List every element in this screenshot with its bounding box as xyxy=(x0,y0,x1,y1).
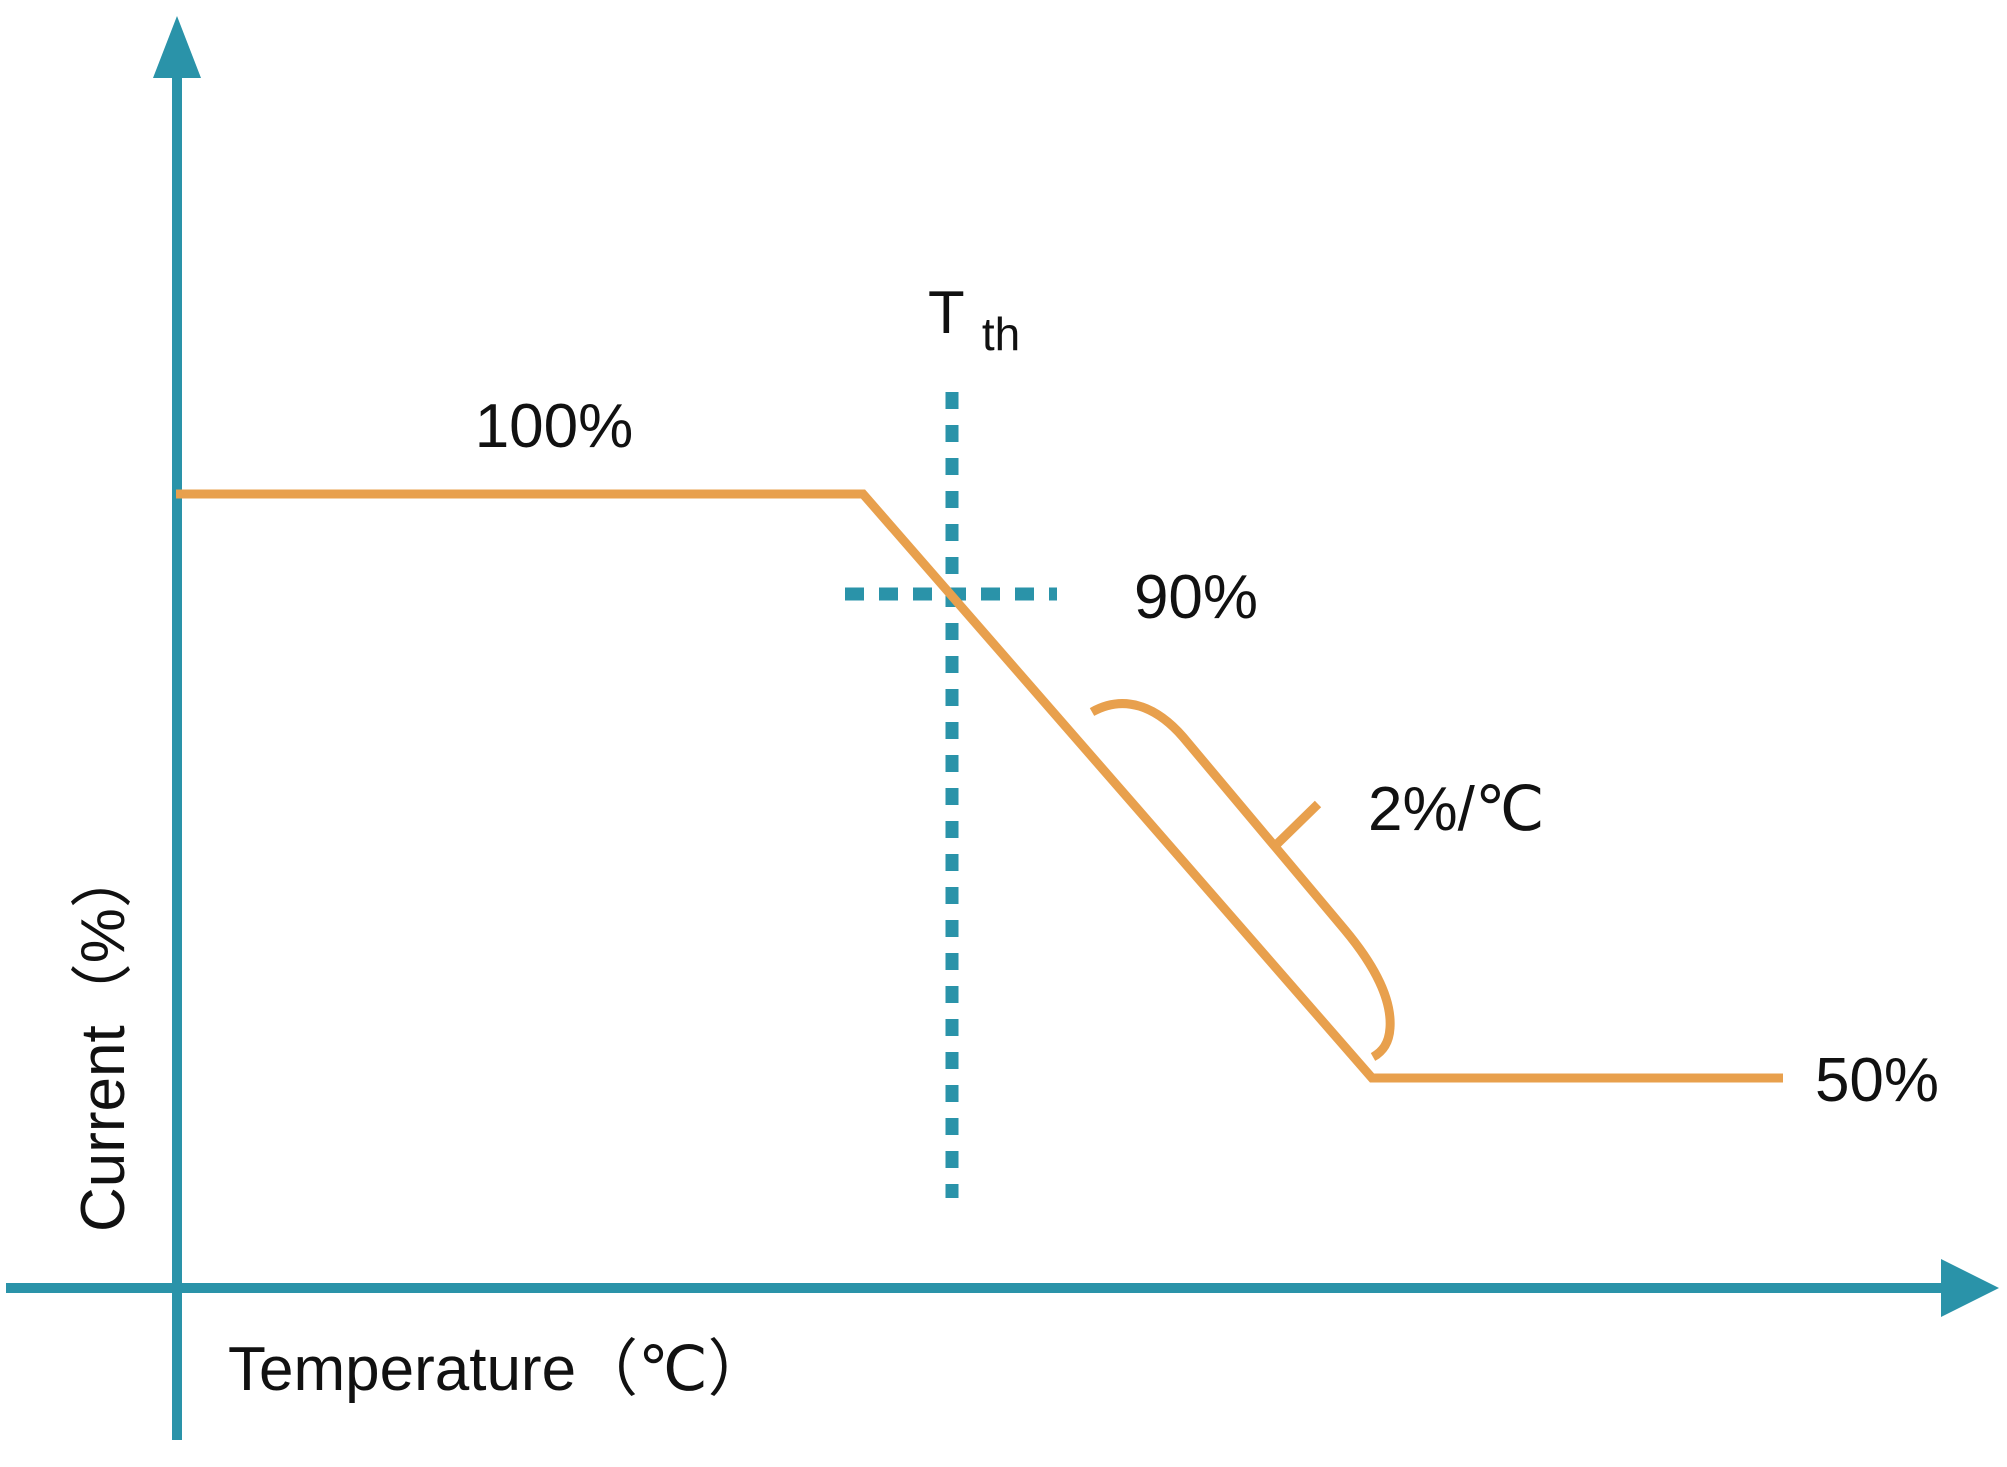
label-90-percent: 90% xyxy=(1134,563,1258,632)
x-axis-arrow-icon xyxy=(1941,1259,1999,1317)
label-slope-2-percent-per-degc: 2%/℃ xyxy=(1368,775,1544,844)
label-50-percent: 50% xyxy=(1815,1046,1939,1115)
label-threshold-symbol: T xyxy=(928,279,965,346)
slope-brace xyxy=(1089,699,1395,1061)
label-threshold-temperature: T th xyxy=(928,278,1020,360)
label-threshold-subscript: th xyxy=(982,308,1020,360)
x-axis-title: Temperature（℃） xyxy=(228,1335,770,1404)
label-100-percent: 100% xyxy=(475,392,634,461)
derating-curve xyxy=(176,489,1783,1083)
slope-brace-tick xyxy=(1272,800,1322,849)
y-axis-title: Current（%） xyxy=(69,846,138,1232)
y-axis-arrow-icon xyxy=(153,16,201,78)
